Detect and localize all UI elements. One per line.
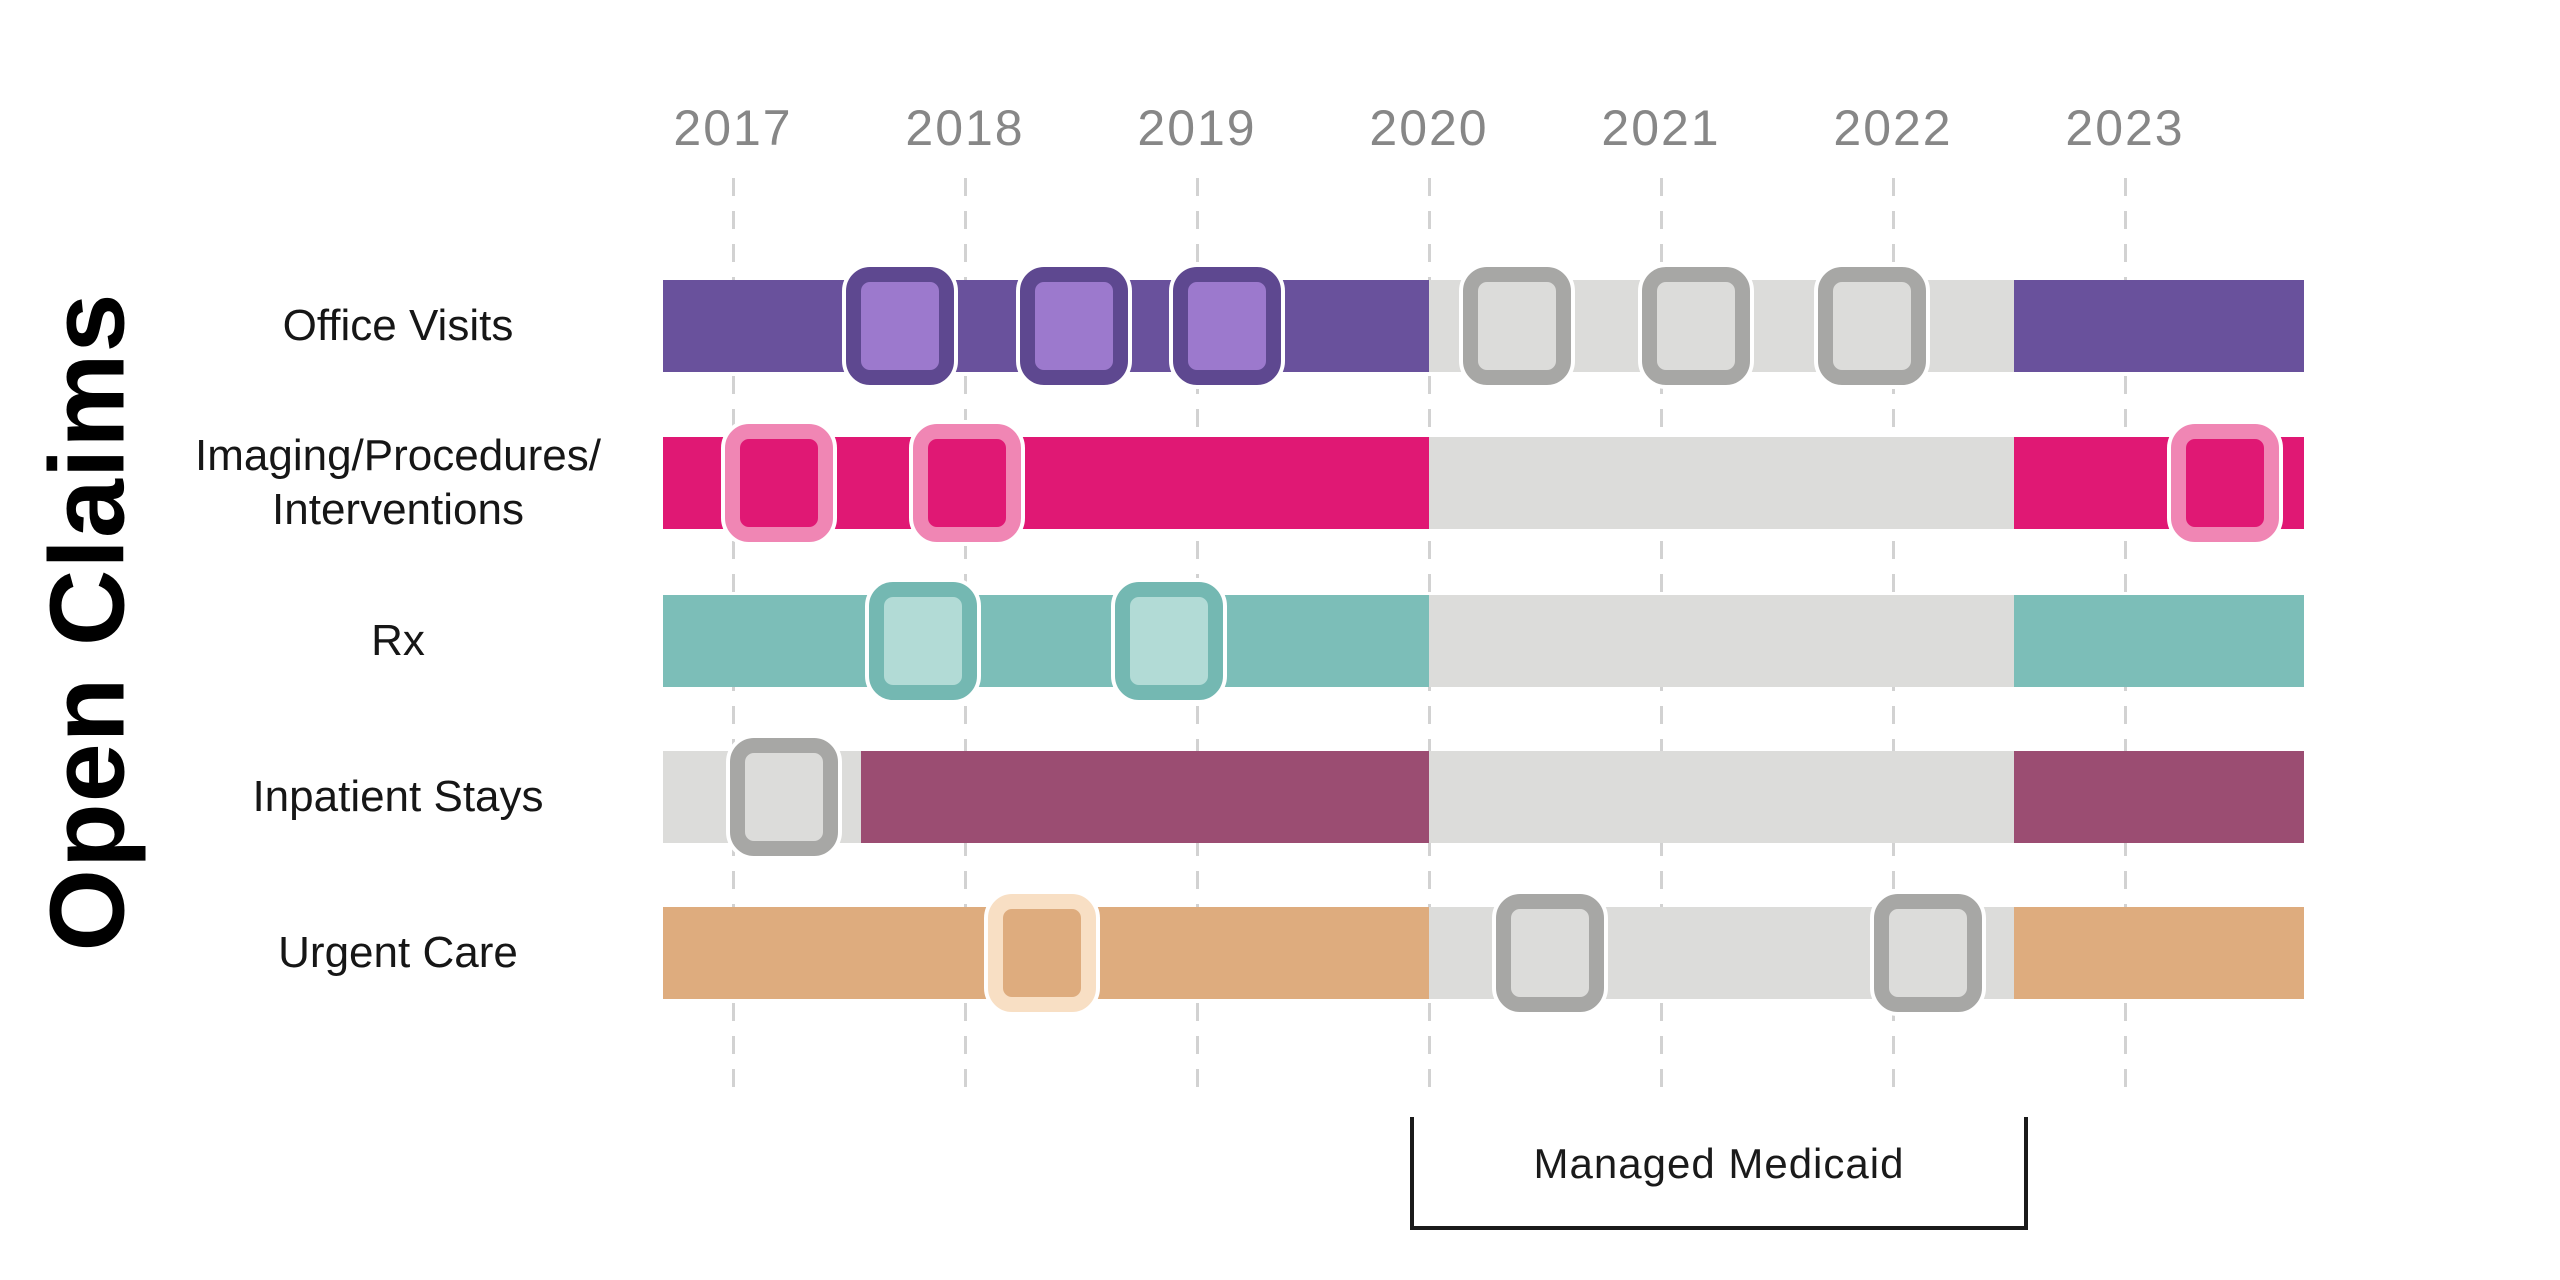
year-label-2017: 2017	[673, 100, 793, 156]
row-label-line: Interventions	[272, 485, 524, 534]
row-label-3: Inpatient Stays	[138, 770, 658, 824]
year-label-2021: 2021	[1601, 100, 1721, 156]
chart-title-vertical: Open Claims	[28, 292, 147, 952]
row-label-line: Rx	[371, 616, 425, 665]
year-label-2020: 2020	[1369, 100, 1489, 156]
claim-marker-inactive	[1818, 267, 1927, 385]
bar-segment-inactive	[1429, 751, 2014, 843]
row-label-line: Office Visits	[282, 301, 514, 350]
bar-segment-teal	[663, 595, 1429, 687]
bar-segment-inactive	[1429, 595, 2014, 687]
bracket-bottom-line	[1410, 1226, 2028, 1230]
year-label-2023: 2023	[2065, 100, 2185, 156]
claim-marker-purple	[1020, 267, 1129, 385]
claim-marker-tan	[987, 894, 1096, 1012]
claim-marker-teal	[1115, 582, 1224, 700]
claim-marker-inactive	[1463, 267, 1572, 385]
row-label-2: Rx	[138, 614, 658, 668]
bracket-left-line	[1410, 1117, 1415, 1230]
claim-marker-purple	[1173, 267, 1282, 385]
bar-segment-tan	[2013, 907, 2304, 999]
row-label-line: Inpatient Stays	[252, 772, 544, 821]
bar-segment-teal	[2013, 595, 2304, 687]
claim-marker-pink	[725, 424, 834, 542]
row-label-0: Office Visits	[138, 299, 658, 353]
row-label-line: Imaging/Procedures/	[195, 431, 601, 480]
bar-segment-inactive	[1429, 437, 2014, 529]
claim-marker-inactive	[730, 738, 839, 856]
row-label-line: Urgent Care	[278, 928, 518, 977]
claim-marker-pink	[2170, 424, 2279, 542]
claim-marker-teal	[869, 582, 978, 700]
bar-segment-maroon	[860, 751, 1429, 843]
claim-marker-purple	[846, 267, 955, 385]
bar-segment-purple	[2013, 280, 2304, 372]
claim-marker-inactive	[1495, 894, 1604, 1012]
claim-marker-inactive	[1873, 894, 1982, 1012]
bar-segment-maroon	[2013, 751, 2304, 843]
claim-marker-inactive	[1641, 267, 1750, 385]
year-label-2018: 2018	[905, 100, 1025, 156]
bracket-label: Managed Medicaid	[1533, 1140, 1905, 1188]
year-label-2019: 2019	[1137, 100, 1257, 156]
claim-marker-pink	[913, 424, 1022, 542]
year-label-2022: 2022	[1833, 100, 1953, 156]
row-label-1: Imaging/Procedures/Interventions	[138, 429, 658, 537]
managed-medicaid-bracket: Managed Medicaid	[1410, 1117, 2028, 1230]
row-label-4: Urgent Care	[138, 926, 658, 980]
bracket-right-line	[2023, 1117, 2028, 1230]
